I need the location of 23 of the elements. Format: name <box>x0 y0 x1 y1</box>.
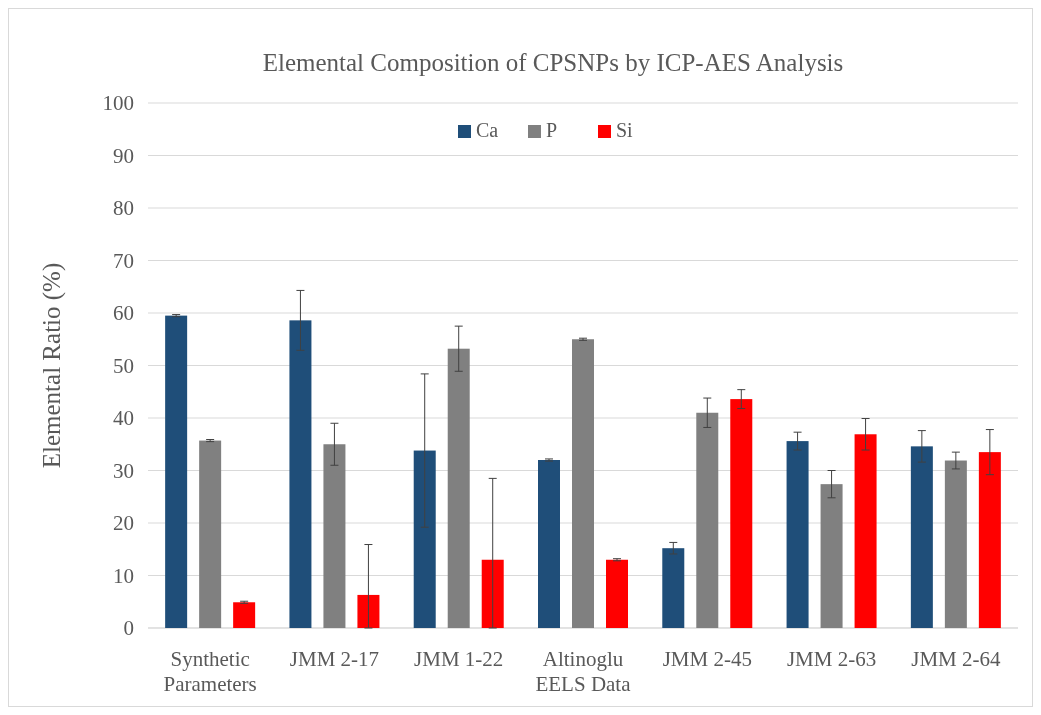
x-tick-label: JMM 2-17 <box>289 647 380 671</box>
y-tick-label: 70 <box>113 248 134 273</box>
x-tick-label: JMM 2-64 <box>911 647 1001 671</box>
y-tick-label: 100 <box>102 91 134 115</box>
y-tick-label: 80 <box>113 196 134 220</box>
y-tick-label: 20 <box>113 511 134 535</box>
x-tick-label: JMM 2-45 <box>662 647 752 671</box>
legend-label: P <box>546 119 558 141</box>
x-tick-label: Synthetic Parameters <box>163 647 257 696</box>
y-tick-label: 60 <box>113 301 134 325</box>
y-tick-label: 10 <box>113 563 134 588</box>
legend-label: Si <box>616 119 634 141</box>
y-tick-label: 0 <box>123 616 134 640</box>
legend-label: Ca <box>476 119 499 141</box>
y-tick-label: 40 <box>113 406 134 430</box>
x-tick-label: JMM 2-63 <box>786 647 877 671</box>
chart-title: Elemental Composition of CPSNPs by ICP-AES Analysis <box>262 49 844 76</box>
y-tick-label: 30 <box>113 458 134 483</box>
x-tick-label: Altinoglu EELS Data <box>535 647 632 696</box>
y-tick-label: 50 <box>113 353 134 378</box>
y-axis-title: Elemental Ratio (%) <box>38 262 66 469</box>
x-tick-label: JMM 1-22 <box>414 647 504 671</box>
y-tick-label: 90 <box>113 143 134 168</box>
